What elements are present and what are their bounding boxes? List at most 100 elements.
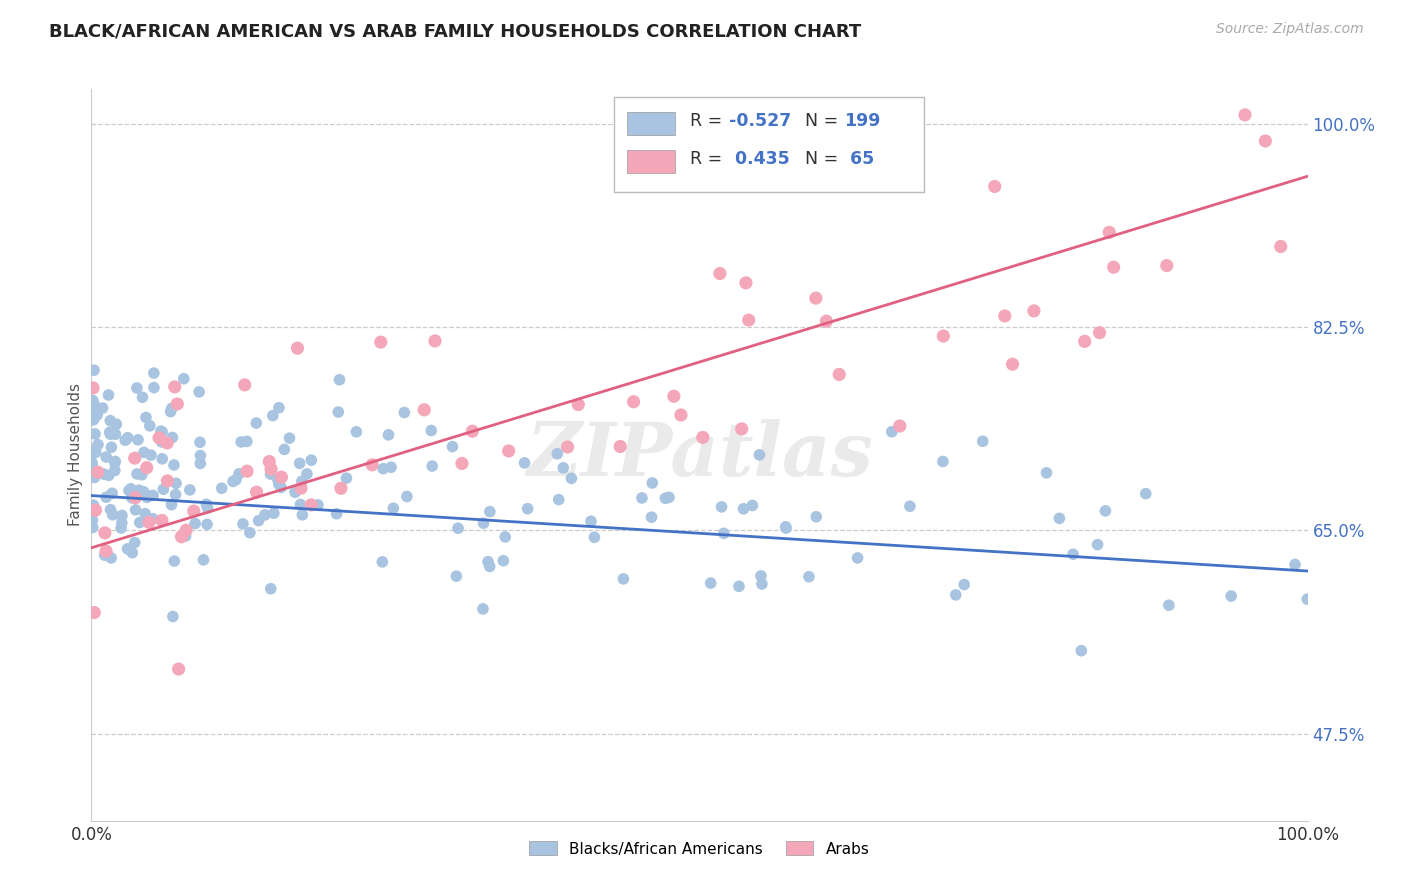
Point bbox=[159, 404, 181, 418]
Point bbox=[139, 448, 162, 462]
Point bbox=[80, 470, 103, 484]
Point bbox=[267, 477, 290, 491]
Point bbox=[82, 457, 104, 471]
Point bbox=[273, 442, 295, 457]
Point bbox=[197, 501, 219, 516]
Point bbox=[328, 373, 350, 387]
Point bbox=[1088, 326, 1111, 340]
Text: R =: R = bbox=[690, 112, 727, 130]
Point bbox=[1022, 304, 1045, 318]
Point bbox=[101, 508, 124, 522]
Point bbox=[184, 516, 207, 531]
Point bbox=[162, 609, 184, 624]
Point bbox=[148, 431, 170, 445]
Point bbox=[138, 516, 160, 530]
Point bbox=[267, 401, 290, 415]
Point bbox=[97, 468, 120, 483]
FancyBboxPatch shape bbox=[614, 96, 925, 192]
Point bbox=[371, 555, 394, 569]
Point bbox=[231, 434, 253, 449]
Point bbox=[165, 487, 187, 501]
Point bbox=[104, 456, 127, 470]
Point bbox=[117, 431, 139, 445]
Text: -0.527: -0.527 bbox=[728, 112, 792, 130]
Point bbox=[149, 424, 172, 438]
Point bbox=[259, 454, 281, 468]
Point bbox=[775, 521, 797, 535]
Point bbox=[557, 440, 579, 454]
Point bbox=[290, 498, 312, 512]
Point bbox=[806, 509, 828, 524]
Point bbox=[1094, 504, 1116, 518]
Point bbox=[1073, 334, 1095, 349]
Point bbox=[738, 313, 761, 327]
Point bbox=[1233, 108, 1256, 122]
Point bbox=[236, 434, 259, 449]
Point bbox=[195, 517, 218, 532]
Point bbox=[898, 500, 921, 514]
Point bbox=[125, 381, 148, 395]
Point bbox=[104, 454, 127, 468]
Point bbox=[472, 516, 495, 531]
Point bbox=[513, 456, 536, 470]
Point bbox=[150, 451, 173, 466]
Point bbox=[228, 467, 250, 481]
Point bbox=[441, 440, 464, 454]
Point bbox=[94, 525, 117, 540]
Point bbox=[80, 467, 103, 481]
Point bbox=[478, 559, 501, 574]
Point bbox=[259, 467, 281, 481]
Point bbox=[174, 529, 197, 543]
Point bbox=[953, 577, 976, 591]
Point bbox=[188, 384, 211, 399]
Point bbox=[380, 460, 402, 475]
Point bbox=[262, 409, 284, 423]
Point bbox=[335, 471, 357, 485]
Point bbox=[699, 576, 721, 591]
Text: 0.435: 0.435 bbox=[728, 150, 789, 168]
Point bbox=[692, 430, 714, 444]
Point bbox=[84, 443, 107, 458]
Point bbox=[83, 467, 105, 482]
Point bbox=[1098, 225, 1121, 239]
Point bbox=[96, 450, 118, 464]
Text: ZIPatlas: ZIPatlas bbox=[526, 418, 873, 491]
Point bbox=[142, 512, 165, 526]
Point bbox=[640, 510, 662, 524]
Point bbox=[631, 491, 654, 505]
Point bbox=[846, 550, 869, 565]
Point bbox=[945, 588, 967, 602]
Point bbox=[382, 501, 405, 516]
Point bbox=[124, 503, 146, 517]
Point bbox=[195, 497, 218, 511]
Point bbox=[84, 403, 107, 417]
Point bbox=[84, 445, 107, 459]
Point bbox=[413, 402, 436, 417]
Point bbox=[669, 408, 692, 422]
Point bbox=[994, 309, 1017, 323]
Point bbox=[160, 498, 183, 512]
Point bbox=[245, 485, 267, 500]
Point bbox=[131, 467, 153, 482]
Point bbox=[82, 520, 104, 534]
Point bbox=[641, 475, 664, 490]
Point bbox=[1156, 259, 1178, 273]
Point bbox=[91, 401, 114, 415]
Point bbox=[111, 508, 134, 523]
Point bbox=[284, 485, 307, 500]
Point bbox=[100, 502, 122, 516]
Point bbox=[82, 413, 104, 427]
Point bbox=[270, 470, 292, 484]
Point bbox=[83, 606, 105, 620]
Point bbox=[124, 491, 146, 505]
Point bbox=[166, 397, 188, 411]
Point bbox=[167, 662, 190, 676]
Point bbox=[150, 425, 173, 439]
Point bbox=[87, 465, 110, 479]
Point bbox=[84, 503, 107, 517]
Point bbox=[797, 570, 820, 584]
Point bbox=[239, 525, 262, 540]
Point bbox=[1135, 486, 1157, 500]
Point bbox=[1070, 643, 1092, 657]
Point bbox=[83, 396, 105, 410]
